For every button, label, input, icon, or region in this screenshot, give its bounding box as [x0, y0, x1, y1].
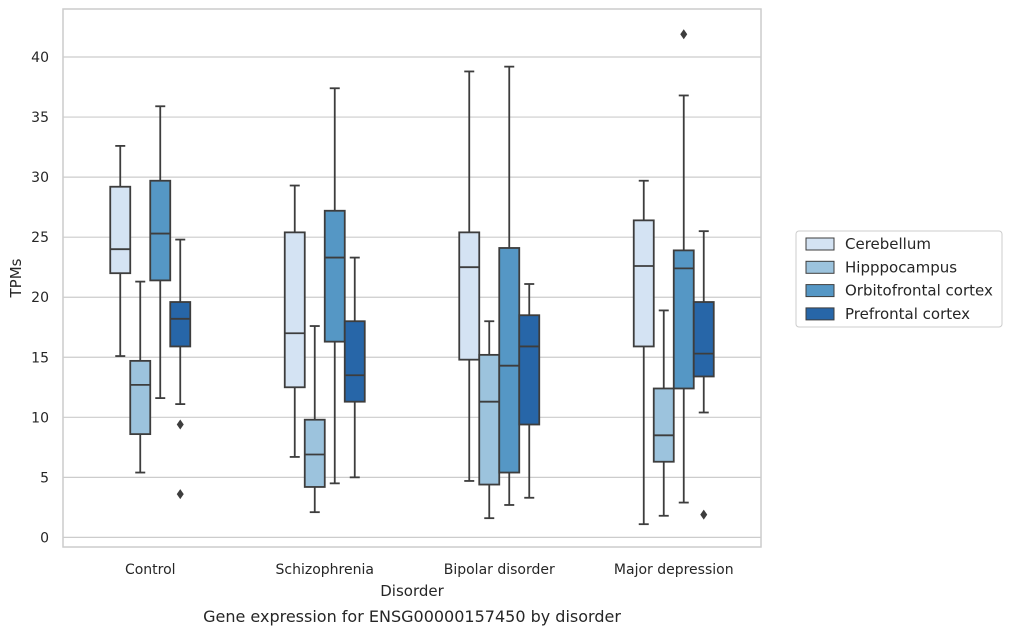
y-tick-label: 5	[40, 470, 49, 486]
x-tick-label: Major depression	[614, 562, 734, 578]
legend-label: Hipppocampus	[845, 258, 957, 276]
x-tick-label: Schizophrenia	[276, 562, 374, 578]
x-axis-label: Disorder	[380, 582, 444, 600]
box-iqr	[303, 418, 326, 488]
box-iqr	[169, 301, 192, 348]
y-tick-label: 10	[31, 410, 49, 426]
legend-label: Cerebellum	[845, 235, 931, 253]
legend-label: Prefrontal cortex	[845, 305, 970, 323]
box-iqr	[518, 314, 541, 426]
x-tick-label: Bipolar disorder	[444, 562, 555, 578]
outlier-point	[176, 419, 184, 430]
box-group	[343, 256, 366, 479]
box-iqr	[283, 231, 306, 389]
legend-swatch	[805, 237, 835, 251]
y-tick-labels: 0 5 10 15 20 25 30 35 40	[31, 50, 49, 546]
legend-swatch	[805, 260, 835, 274]
legend-swatch	[805, 284, 835, 298]
y-axis-label: TPMs	[7, 258, 25, 298]
box-iqr	[632, 219, 655, 348]
box-iqr	[672, 249, 695, 390]
y-tick-label: 0	[40, 530, 49, 546]
y-tick-label: 35	[31, 110, 49, 126]
box-group	[478, 320, 501, 520]
box-iqr	[692, 301, 715, 378]
chart-caption: Gene expression for ENSG00000157450 by d…	[203, 607, 621, 626]
outlier-point	[680, 29, 688, 40]
box-iqr	[109, 185, 132, 275]
box-iqr	[498, 247, 521, 474]
y-tick-label: 40	[31, 50, 49, 66]
legend-frame	[795, 230, 1003, 328]
outlier-point	[176, 489, 184, 500]
grid-lines	[63, 56, 761, 538]
y-tick-label: 30	[31, 170, 49, 186]
box-group	[498, 65, 521, 506]
box-iqr	[129, 359, 152, 436]
y-tick-label: 25	[31, 230, 49, 246]
x-tick-label: Control	[125, 562, 176, 578]
box-iqr	[478, 353, 501, 486]
box-group	[169, 238, 192, 500]
box-group	[672, 29, 695, 504]
y-tick-label: 15	[31, 350, 49, 366]
box-group	[692, 230, 715, 520]
legend-swatch	[805, 307, 835, 321]
box-group	[109, 145, 132, 357]
box-group	[129, 280, 152, 474]
box-iqr	[652, 387, 675, 463]
plot-area-frame	[62, 8, 762, 548]
box-group	[323, 87, 346, 485]
x-tick-labels: Control Schizophrenia Bipolar disorder Majo…	[125, 562, 734, 578]
legend-label: Orbitofrontal cortex	[845, 282, 993, 300]
box-group	[632, 179, 655, 526]
box-iqr	[149, 179, 172, 282]
outlier-point	[700, 509, 708, 520]
box-group	[518, 283, 541, 499]
box-group	[303, 325, 326, 514]
box-group	[149, 105, 172, 399]
box-iqr	[458, 231, 481, 361]
box-group	[458, 70, 481, 482]
box-iqr	[323, 209, 346, 343]
legend: Cerebellum Hipppocampus Orbitofrontal cort…	[795, 230, 1003, 328]
box-iqr	[343, 320, 366, 403]
y-tick-label: 20	[31, 290, 49, 306]
box-group	[283, 184, 306, 458]
box-group	[652, 309, 675, 517]
boxes	[109, 29, 715, 526]
